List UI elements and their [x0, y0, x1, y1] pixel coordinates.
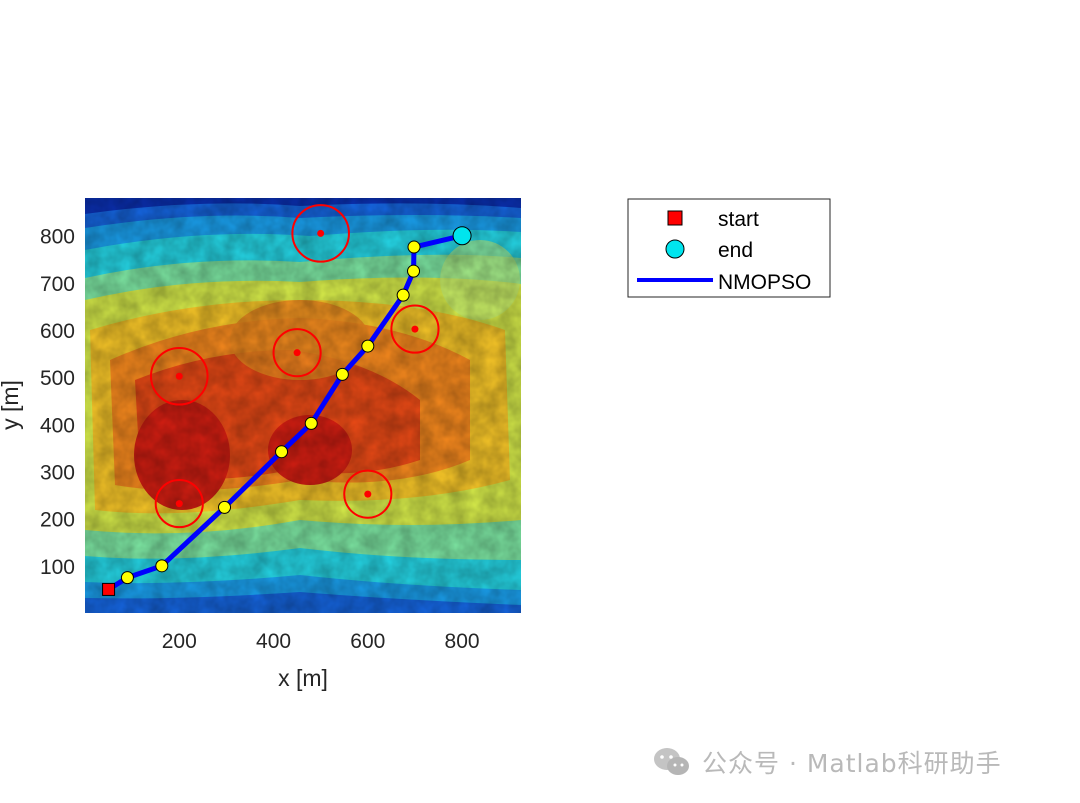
threat-center [411, 325, 419, 333]
threat-circle [154, 479, 204, 529]
legend-end-label: end [718, 239, 753, 262]
threat-zones [149, 204, 440, 529]
y-tick-label: 700 [40, 273, 75, 296]
threat-center [293, 349, 301, 357]
y-tick-label: 300 [40, 462, 75, 485]
end-marker [452, 226, 472, 246]
x-axis-label: x [m] [278, 665, 328, 691]
watermark: 公众号 · Matlab科研助手 [652, 742, 1002, 782]
x-tick-label: 200 [162, 630, 197, 653]
waypoint-marker [361, 339, 375, 353]
threat-center [175, 500, 183, 508]
x-tick-label: 800 [445, 630, 480, 653]
x-axis-ticks: 200 400 600 800 [162, 630, 480, 653]
x-tick-label: 600 [350, 630, 385, 653]
threat-circle [291, 204, 350, 263]
waypoint-marker [275, 445, 289, 459]
legend-start-label: start [718, 208, 759, 231]
legend-end-marker [665, 239, 685, 259]
y-tick-label: 100 [40, 556, 75, 579]
legend-start-marker [667, 210, 683, 226]
terrain-heatmap [85, 198, 521, 613]
y-axis-ticks: 100 200 300 400 500 600 700 800 [40, 226, 75, 579]
watermark-text: 公众号 · Matlab科研助手 [702, 749, 1002, 778]
threat-circle [343, 469, 393, 519]
y-tick-label: 800 [40, 226, 75, 249]
wechat-icon [654, 748, 689, 775]
waypoint-marker [304, 416, 318, 430]
start-marker [102, 582, 116, 596]
threat-circle [272, 328, 322, 378]
y-tick-label: 400 [40, 414, 75, 437]
waypoint-marker [335, 367, 349, 381]
x-tick-label: 400 [256, 630, 291, 653]
waypoint-marker [407, 264, 421, 278]
threat-center [175, 372, 183, 380]
y-axis-label: y [m] [0, 380, 23, 430]
threat-circle [149, 346, 209, 406]
threat-circle [390, 304, 440, 354]
y-tick-label: 500 [40, 367, 75, 390]
path-layer [102, 226, 472, 596]
legend-path-label: NMOPSO [718, 271, 811, 294]
waypoint-marker [407, 240, 421, 254]
waypoint-marker [120, 571, 134, 585]
waypoint-marker [155, 559, 169, 573]
legend: start end NMOPSO [627, 198, 831, 298]
threat-center [317, 229, 325, 237]
waypoint-marker [218, 500, 232, 514]
threat-center [364, 490, 372, 498]
y-tick-label: 600 [40, 320, 75, 343]
waypoint-marker [396, 288, 410, 302]
y-tick-label: 200 [40, 509, 75, 532]
